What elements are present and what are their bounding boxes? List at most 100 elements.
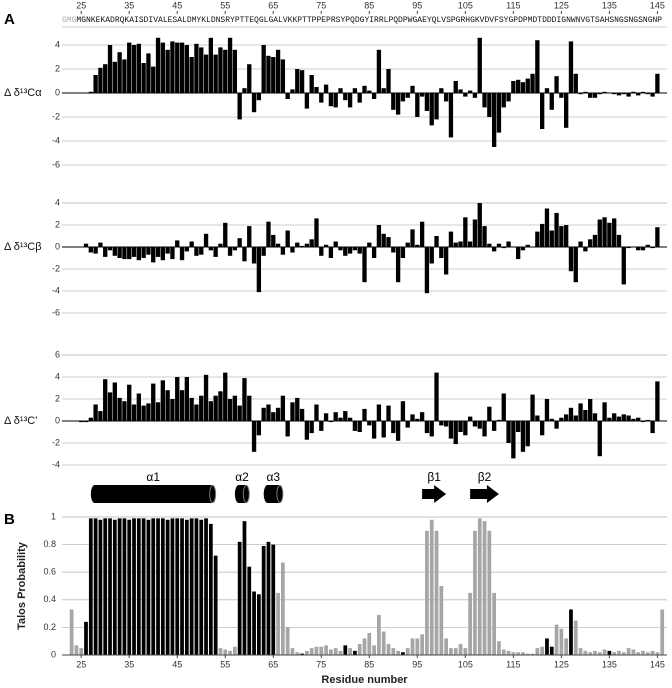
bar	[506, 93, 511, 102]
bar	[626, 247, 631, 249]
y-tick-label: 6	[55, 349, 60, 359]
bar	[299, 408, 305, 421]
bar	[343, 645, 348, 655]
bar	[573, 73, 578, 93]
bar	[343, 247, 348, 256]
bar	[271, 234, 276, 247]
bar	[256, 594, 261, 655]
bar	[362, 638, 367, 655]
bar	[136, 518, 141, 655]
bar	[203, 374, 209, 421]
bar	[189, 518, 194, 655]
structure-label: α2	[235, 470, 249, 484]
bar	[184, 377, 190, 421]
bar	[597, 652, 602, 655]
bar	[252, 591, 256, 655]
y-tick-label: 4	[55, 371, 60, 381]
x-tick-label: 125	[554, 0, 569, 10]
bar	[180, 518, 184, 655]
bar	[285, 627, 290, 655]
strand	[422, 485, 447, 503]
bar	[194, 404, 199, 421]
y-tick-label: 0	[55, 241, 60, 251]
bar	[247, 226, 252, 247]
bar	[477, 37, 482, 93]
bar	[156, 518, 160, 655]
helix-end	[276, 485, 284, 503]
bar	[203, 233, 209, 247]
bar	[593, 650, 597, 655]
bar	[501, 247, 506, 249]
y-tick-label: -6	[52, 307, 60, 317]
bar	[357, 247, 362, 254]
bar	[347, 417, 353, 421]
bar	[83, 243, 89, 247]
bar	[501, 649, 506, 655]
sequence-prefix: GMG	[62, 16, 77, 25]
bar	[458, 89, 463, 93]
bar	[199, 247, 204, 255]
bar	[535, 40, 540, 93]
bar	[626, 415, 631, 421]
bar	[304, 421, 310, 440]
bar	[165, 519, 170, 655]
bar	[194, 43, 199, 93]
x-tick-label: 55	[220, 659, 230, 669]
bar	[295, 397, 300, 421]
bar	[506, 241, 511, 247]
bar	[237, 541, 242, 655]
bar	[372, 645, 376, 655]
bar	[280, 395, 286, 421]
bar	[631, 649, 636, 655]
bar	[232, 646, 237, 655]
bar	[477, 518, 482, 655]
y-tick-label: 2	[55, 393, 60, 403]
bar	[559, 628, 564, 655]
bar	[477, 203, 482, 247]
bar	[400, 247, 406, 258]
bar	[371, 93, 377, 99]
bar	[165, 390, 170, 421]
bar	[482, 226, 487, 247]
bar	[530, 73, 535, 93]
y-tick-label: 0.6	[43, 567, 56, 577]
bar	[434, 93, 439, 120]
bar	[314, 646, 319, 655]
bar	[281, 562, 285, 655]
bar	[405, 242, 410, 247]
bar	[280, 59, 286, 93]
bar	[203, 54, 209, 93]
bar	[132, 518, 136, 655]
bar	[146, 247, 151, 255]
bar	[328, 421, 334, 423]
bar	[467, 90, 473, 93]
y-tick-label: -2	[52, 111, 60, 121]
bar	[487, 406, 492, 421]
bar	[146, 403, 151, 421]
bar	[184, 45, 190, 93]
bar	[208, 247, 214, 251]
bar	[588, 93, 593, 98]
bar	[443, 421, 449, 427]
bar	[367, 242, 372, 247]
bar	[501, 393, 506, 421]
bar	[511, 652, 516, 655]
bar	[179, 42, 185, 93]
bar	[347, 247, 353, 254]
bar	[549, 646, 554, 655]
bar	[463, 217, 468, 247]
bar	[616, 234, 622, 247]
y-tick-label: 0	[51, 649, 56, 659]
bar	[401, 652, 405, 655]
bar	[88, 417, 93, 421]
bar	[319, 93, 324, 103]
bar	[472, 421, 478, 427]
bar	[588, 652, 593, 655]
bar	[347, 93, 353, 108]
bar	[333, 648, 338, 655]
bar	[194, 518, 199, 655]
bar	[136, 247, 141, 261]
bar	[141, 405, 146, 421]
bar	[112, 382, 117, 421]
bar	[439, 247, 444, 258]
